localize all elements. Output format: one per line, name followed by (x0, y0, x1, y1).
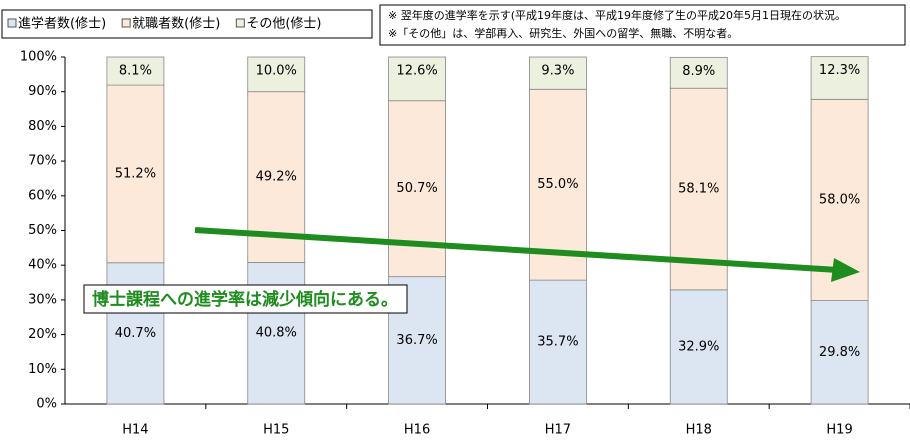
legend-swatch (121, 18, 131, 28)
note: ※ 翌年度の進学率を示す(平成19年度は、平成19年度修了生の平成20年5月1日… (388, 8, 846, 22)
x-tick-label: H19 (826, 423, 852, 438)
legend-label: その他(修士) (246, 17, 321, 32)
y-tick-label: 90% (28, 84, 57, 99)
bar-segment (669, 87, 728, 291)
legend-swatch (235, 18, 245, 28)
value-label: 58.0% (819, 192, 860, 207)
bar-segment (810, 300, 869, 405)
y-tick-label: 10% (28, 362, 57, 377)
value-label: 32.9% (678, 339, 719, 354)
y-tick-label: 60% (28, 188, 57, 203)
x-tick-label: H15 (263, 423, 289, 438)
bar-segment (529, 56, 587, 90)
bar-segment (247, 56, 306, 93)
y-tick-label: 40% (28, 258, 57, 273)
bar-segment (529, 279, 587, 405)
legend-box (1, 9, 373, 39)
x-tick-label: H17 (545, 423, 571, 438)
value-label: 51.2% (115, 166, 156, 181)
value-label: 50.7% (396, 181, 437, 196)
x-tick-label: H16 (404, 423, 430, 438)
legend-label: 進学者数(修士) (18, 16, 106, 32)
bar-segment (388, 56, 446, 102)
value-label: 29.8% (819, 345, 860, 360)
note: ※「その他」は、学部再入、研究生、外国への留学、無職、不明な者。 (388, 26, 738, 40)
value-label: 12.6% (396, 64, 437, 79)
bar-segment (106, 56, 165, 86)
y-tick-label: 70% (28, 154, 57, 169)
value-label: 49.2% (256, 170, 297, 185)
bar-segment (669, 56, 728, 89)
arrow-head (831, 258, 860, 282)
value-label: 35.7% (537, 335, 578, 350)
value-label: 8.1% (119, 64, 152, 79)
trend-arrow (194, 227, 839, 273)
value-label: 40.8% (256, 326, 297, 341)
legend-swatch (7, 18, 17, 28)
y-tick-label: 30% (28, 292, 57, 307)
value-label: 36.7% (396, 333, 437, 348)
bar-segment (669, 289, 728, 405)
bar-segment (529, 88, 587, 281)
value-label: 12.3% (819, 63, 860, 78)
notes-box (379, 4, 906, 46)
value-label: 55.0% (537, 177, 578, 192)
value-label: 58.1% (678, 182, 719, 197)
x-tick-label: H14 (122, 423, 148, 438)
value-label: 40.7% (115, 326, 156, 341)
annotation-box (83, 284, 408, 314)
value-label: 8.9% (682, 64, 715, 79)
y-tick-label: 0% (36, 397, 57, 412)
legend-label: 就職者数(修士) (132, 17, 220, 32)
value-label: 10.0% (256, 64, 297, 79)
value-label: 9.3% (541, 64, 574, 79)
y-tick-label: 50% (28, 223, 57, 238)
annotation: 博士課程への進学率は減少傾向にある。 (92, 289, 398, 310)
y-tick-label: 100% (20, 50, 57, 65)
bar-segment (810, 56, 869, 100)
x-tick-label: H18 (686, 423, 712, 438)
y-tick-label: 20% (28, 327, 57, 342)
bar-segment (106, 84, 165, 264)
y-tick-label: 80% (28, 119, 57, 134)
